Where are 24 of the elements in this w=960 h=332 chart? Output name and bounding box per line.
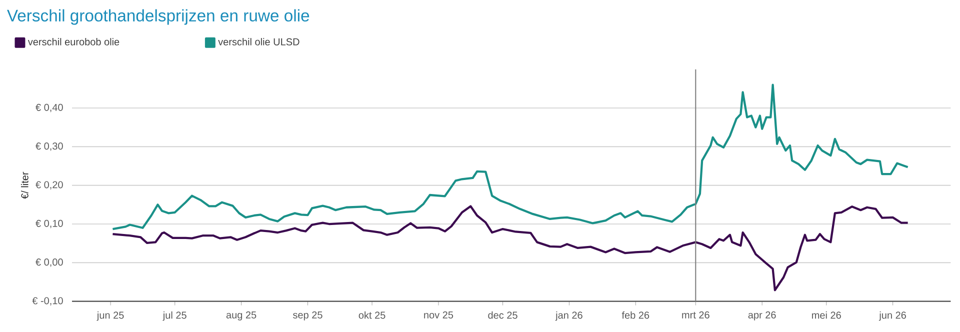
y-tick-label: € 0,20 <box>36 181 63 190</box>
x-tick-label: mrt 26 <box>682 311 710 318</box>
y-tick-label: € -0,10 <box>32 297 63 306</box>
legend-label: verschil olie ULSD <box>218 38 300 46</box>
x-tick-label: apr 26 <box>748 311 776 320</box>
y-tick-label: € 0,10 <box>36 220 63 228</box>
y-tick-label: € 0,40 <box>36 104 63 112</box>
x-tick-label: okt 25 <box>358 311 386 319</box>
x-tick-label: jun 26 <box>878 311 906 321</box>
x-tick-label: feb 26 <box>622 311 650 319</box>
legend-label: verschil eurobob olie <box>28 38 120 46</box>
x-tick-label: jul 25 <box>162 311 186 321</box>
chart-title: Verschil groothandelsprijzen en ruwe olie <box>7 9 310 25</box>
x-tick-label: jun 25 <box>96 311 124 321</box>
y-tick-label: € 0,00 <box>36 258 63 267</box>
x-tick-label: nov 25 <box>424 311 454 318</box>
x-tick-label: sep 25 <box>293 311 322 320</box>
line-series <box>112 205 909 292</box>
x-tick-label: dec 25 <box>488 311 518 319</box>
y-tick-label: € 0,30 <box>36 142 63 151</box>
x-tick-label: mei 26 <box>812 311 841 319</box>
x-tick-label: aug 25 <box>226 311 256 320</box>
x-tick-label: jan 26 <box>555 311 582 321</box>
y-axis-title: €/ liter <box>21 172 28 199</box>
